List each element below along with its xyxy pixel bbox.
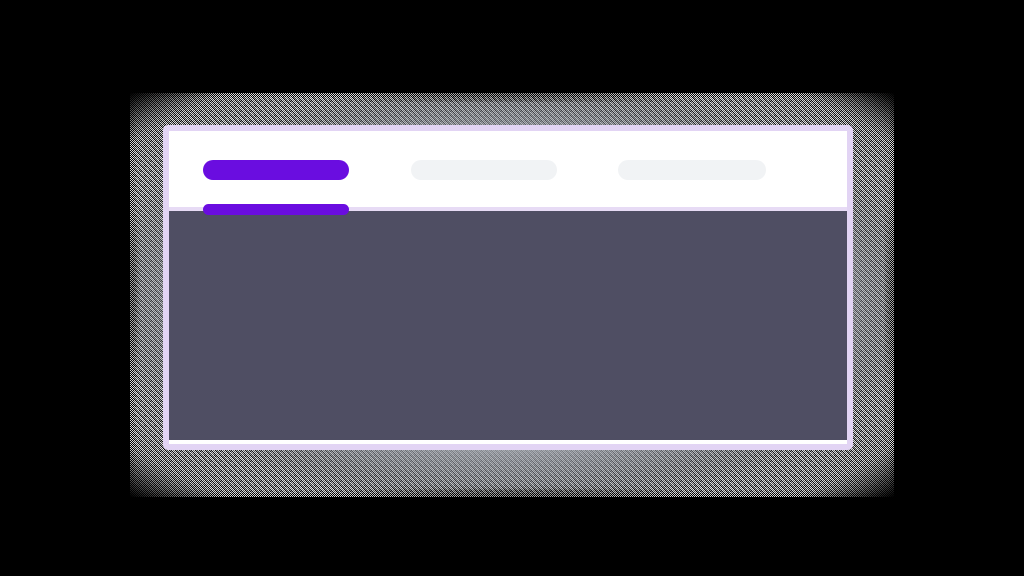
- tab-item-2[interactable]: [411, 160, 557, 180]
- tab-bar: [169, 131, 847, 215]
- tab-item-3-label: [618, 160, 619, 161]
- tab-item-1-active[interactable]: [203, 160, 349, 180]
- content-panel: [169, 211, 847, 440]
- tab-item-1-label: [203, 160, 204, 161]
- window-card: [163, 125, 853, 450]
- active-tab-underline-indicator: [203, 204, 349, 215]
- tab-item-3[interactable]: [618, 160, 766, 180]
- tab-item-2-label: [411, 160, 412, 161]
- tab-strip: [169, 131, 847, 207]
- content-panel-text: [169, 211, 170, 212]
